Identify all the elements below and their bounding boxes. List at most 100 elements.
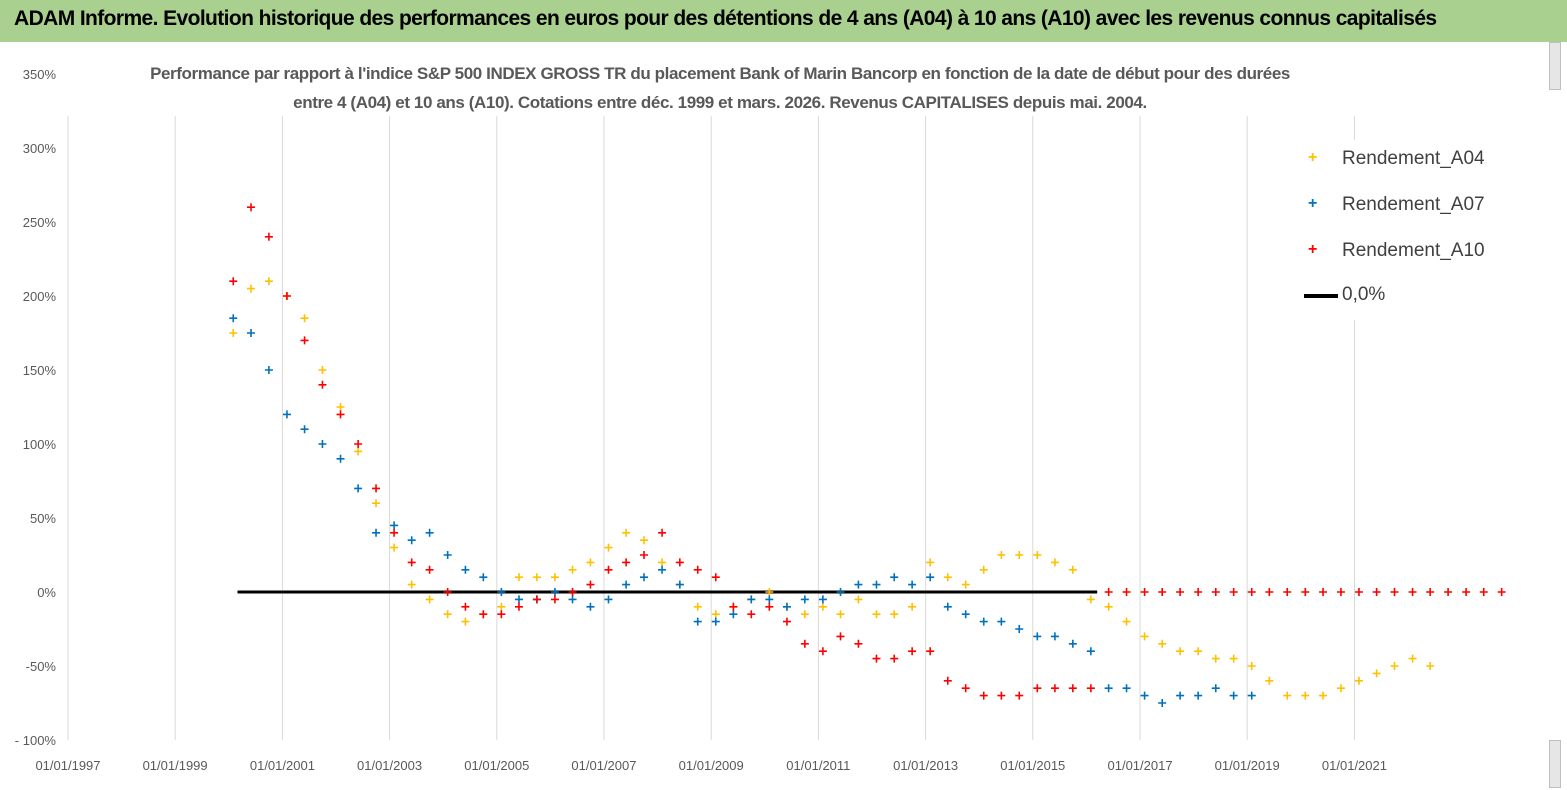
series-a10-point [550,595,559,604]
scroll-handle-bottom[interactable] [1549,740,1561,788]
grid-lines [67,116,1355,740]
series-a04-point [247,284,256,293]
series-a10-point [1015,691,1024,700]
series-a10-point [1158,588,1167,596]
series-a04-point [1104,602,1113,611]
series-a07-point [765,595,774,604]
series-a10-point [1211,588,1220,596]
series-a04-point [586,558,595,567]
series-a07-point [264,366,273,374]
series-a10-point [425,565,434,574]
series-a10-point [782,617,791,626]
series-a07-point [336,454,345,463]
series-a10-point [336,410,345,419]
header-banner: ADAM Informe. Evolution historique des p… [0,0,1567,42]
series-a07-point [997,617,1006,626]
series-a07-point [514,595,523,604]
series-a10-point [800,639,809,648]
data-points [229,203,1506,707]
y-tick-label: - 100% [15,733,57,748]
series-a10-point [1426,588,1435,596]
x-tick-label: 01/01/2009 [679,758,744,773]
series-a04-point [979,565,988,574]
x-tick-label: 01/01/2017 [1108,758,1173,773]
series-a07-point [318,440,327,448]
series-a04-point [658,558,667,567]
series-a07-point [800,595,809,604]
series-a07-point [693,617,702,626]
report-title: ADAM Informe. Evolution historique des p… [14,7,1437,30]
series-a04-point [890,610,899,619]
x-tick-label: 01/01/1999 [143,758,208,773]
series-a07-point [1229,691,1238,700]
chart-title-line-2: entre 4 (A04) et 10 ans (A10). Cotations… [293,93,1147,112]
series-a04-point [1265,676,1274,685]
series-a10-point [1390,588,1399,596]
series-a07-point [640,573,649,582]
series-a04-point [872,610,881,619]
series-a10-point [497,610,506,619]
series-a10-point [675,558,684,567]
series-a07-points [229,314,1256,707]
series-a04-point [1229,654,1238,663]
series-a07-point [711,617,720,626]
series-a04-point [372,499,381,508]
series-a07-point [1086,647,1095,656]
series-a07-point [1050,632,1059,641]
x-tick-label: 01/01/2003 [357,758,422,773]
series-a04-point [497,602,506,611]
legend-label-a07: Rendement_A07 [1342,194,1485,215]
series-a04-point [622,528,631,537]
x-tick-label: 01/01/1997 [35,758,100,773]
x-tick-label: 01/01/2001 [250,758,315,773]
series-a04-point [1086,595,1095,604]
series-a04-point [1408,654,1417,663]
series-a10-point [765,602,774,611]
series-a04-point [550,573,559,582]
series-a07-point [1211,684,1220,693]
series-a10-point [1479,588,1488,596]
series-a10-point [1444,588,1453,596]
series-a07-point [782,602,791,611]
series-a10-point [1140,588,1149,596]
series-a10-point [282,292,291,300]
series-a04-point [443,610,452,619]
series-a07-point [604,595,613,604]
series-a10-point [908,647,917,656]
series-a04-point [1140,632,1149,641]
x-tick-label: 01/01/2007 [571,758,636,773]
series-a07-point [729,610,738,619]
y-tick-label: -50% [26,659,57,674]
scroll-handle-top[interactable] [1549,42,1561,90]
series-a10-point [622,558,631,567]
series-a10-point [318,380,327,389]
series-a07-point [568,595,577,604]
series-a10-point [264,232,273,241]
series-a10-point [479,610,488,619]
chart-legend: + Rendement_A04 + Rendement_A07 + Rendem… [1290,140,1510,320]
series-a04-points [229,277,1435,700]
series-a07-point [622,580,631,589]
series-a04-point [1372,669,1381,678]
series-a07-point [300,425,309,434]
series-a10-point [640,551,649,559]
x-tick-label: 01/01/2013 [893,758,958,773]
series-a07-point [1194,691,1203,700]
series-a10-point [1104,588,1113,596]
series-a07-point [390,521,399,530]
series-a07-point [1068,639,1077,648]
series-a04-point [1211,654,1220,663]
series-a10-point [1301,588,1310,596]
axis-tick-labels: 01/01/1997 01/01/1999 01/01/2001 01/01/2003… [15,67,1387,773]
series-a10-point [1033,684,1042,693]
series-a10-point [711,573,720,582]
y-tick-label: 350% [23,67,57,82]
series-a07-point [479,573,488,582]
legend-label-a10: Rendement_A10 [1342,240,1485,261]
series-a10-point [890,654,899,663]
series-a10-points [229,203,1506,700]
y-tick-label: 150% [23,363,57,378]
series-a10-point [1408,588,1417,596]
series-a10-point [1194,588,1203,596]
series-a07-point [961,610,970,619]
